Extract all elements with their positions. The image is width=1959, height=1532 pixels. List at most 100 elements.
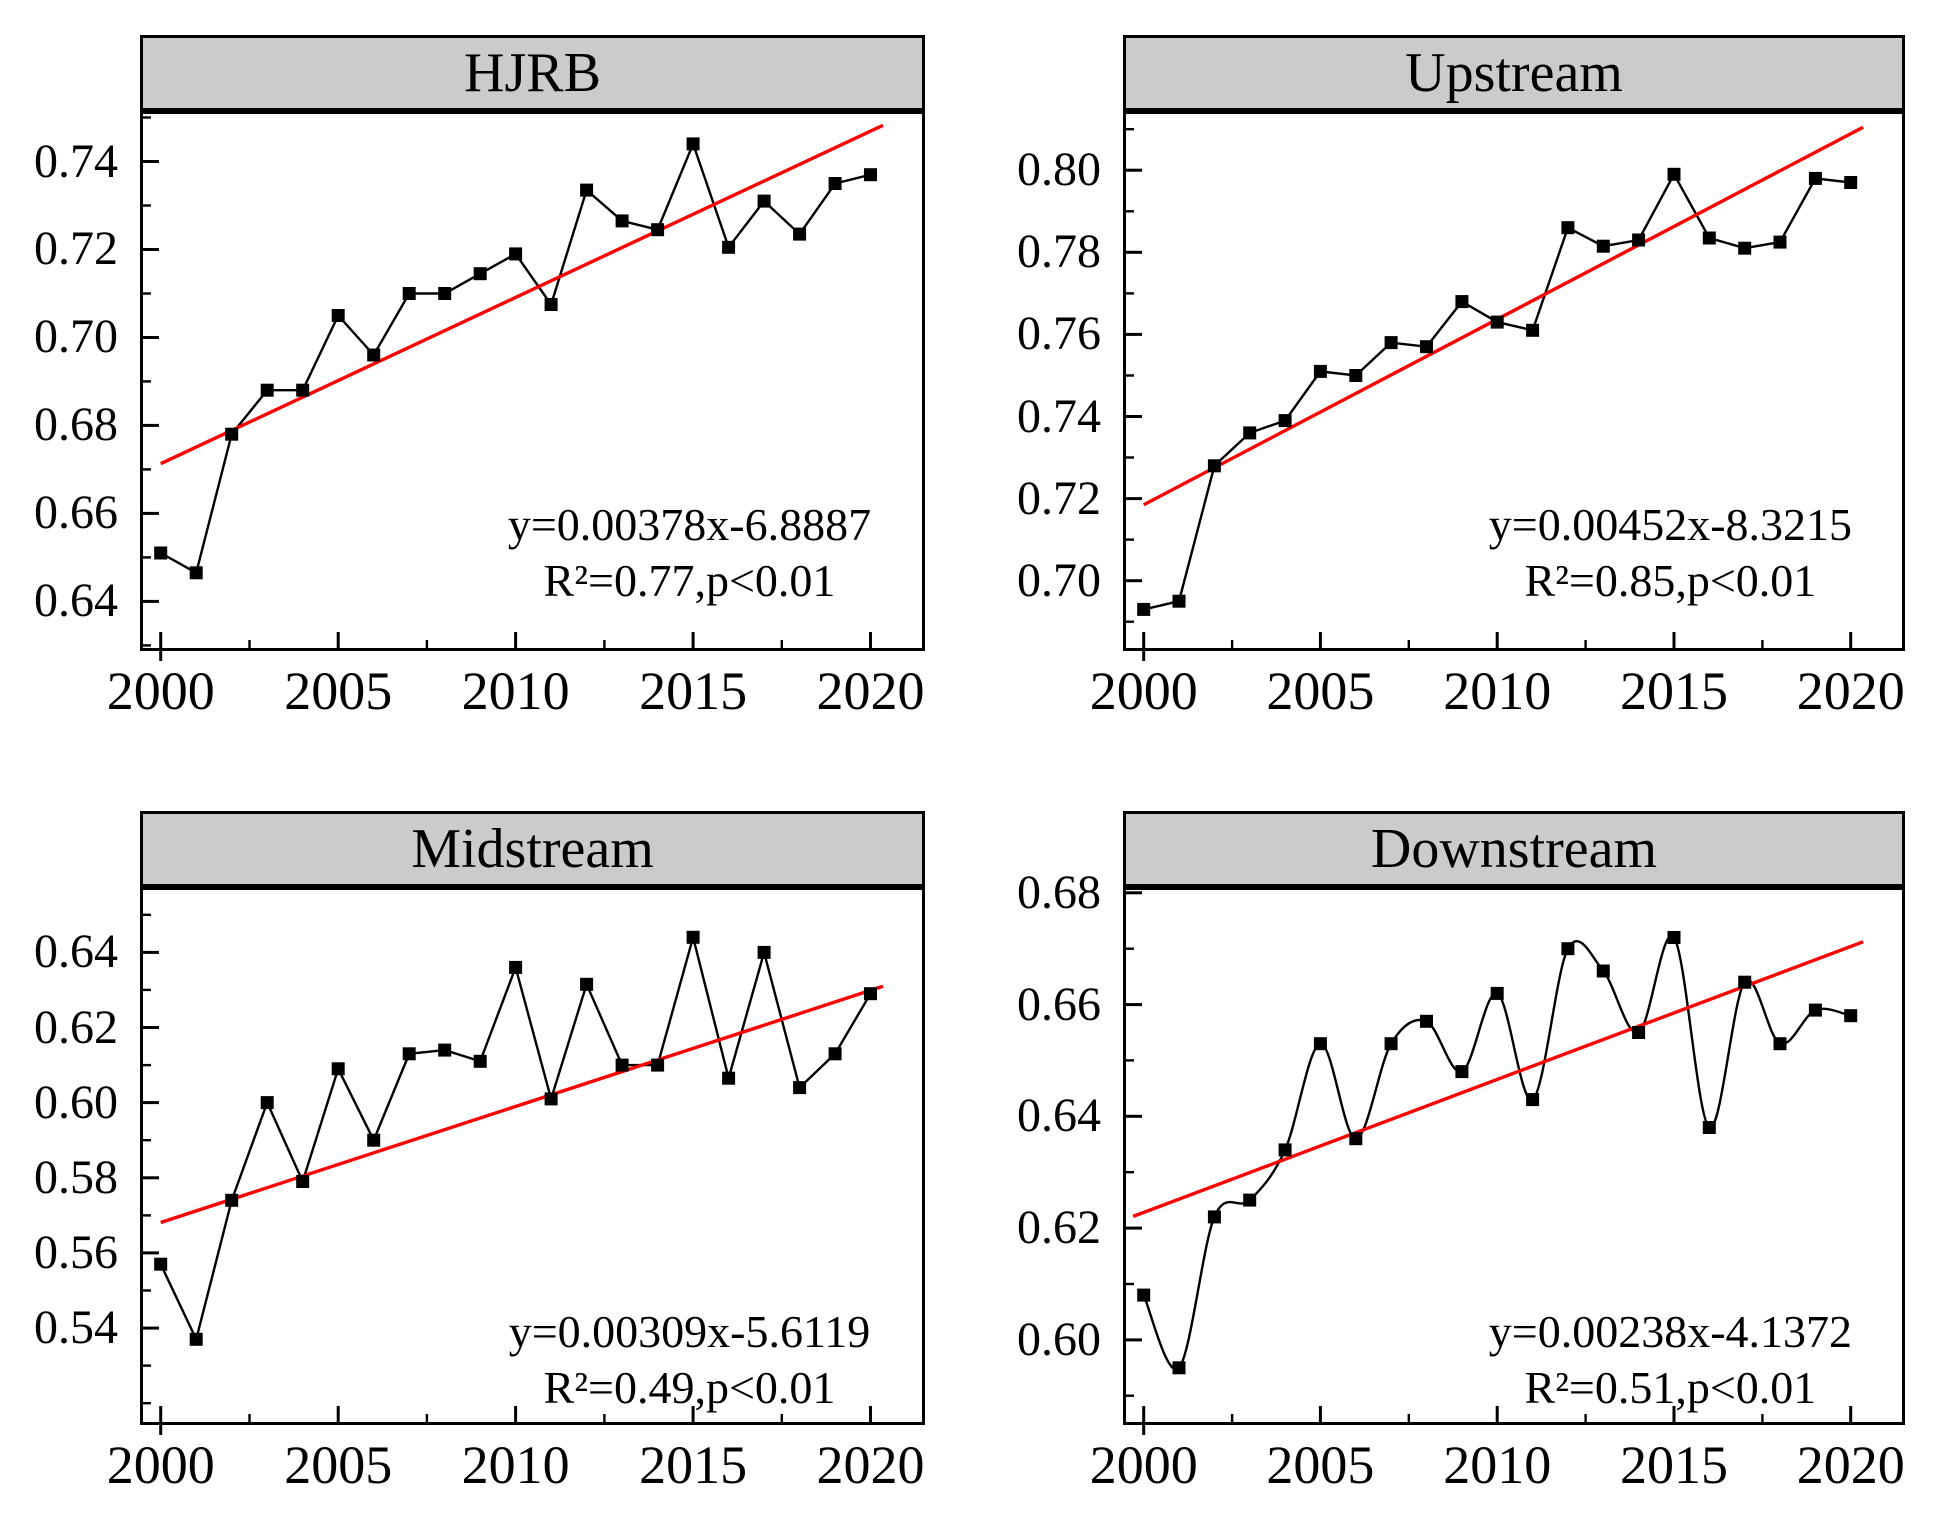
r2-text: R²=0.85,p<0.01 [1524, 555, 1817, 607]
data-point-marker [651, 1058, 665, 1072]
x-tick-label: 2020 [816, 1435, 925, 1495]
x-tick-label: 2010 [1443, 1435, 1552, 1495]
data-point-marker [1137, 602, 1151, 616]
data-point-marker [473, 267, 487, 281]
trend-line [159, 123, 884, 466]
data-point-marker [1526, 1093, 1540, 1107]
data-point-marker [1243, 426, 1257, 440]
x-tick-label: 2015 [1620, 661, 1728, 721]
data-point-marker [296, 383, 310, 397]
y-tick-label: 0.68 [1017, 865, 1101, 919]
r2-text: R²=0.51,p<0.01 [1524, 1362, 1817, 1414]
data-point-marker [793, 1081, 807, 1095]
x-tick-label: 2010 [461, 1435, 570, 1495]
series-line [159, 932, 872, 1343]
data-point-marker [1137, 1288, 1151, 1302]
panel-title-midstream: Midstream [411, 818, 654, 880]
data-point-marker [864, 987, 877, 1001]
data-point-marker [1349, 1132, 1363, 1146]
data-point-marker [686, 137, 700, 151]
data-point-marker [1455, 1065, 1469, 1079]
x-tick-label: 2015 [639, 661, 748, 721]
y-tick-label: 0.64 [34, 574, 118, 628]
y-tick-label: 0.68 [34, 398, 118, 452]
data-point-marker [1632, 233, 1646, 247]
data-point-marker [793, 227, 807, 241]
r2-text: R²=0.49,p<0.01 [543, 1362, 836, 1414]
data-point-marker [1384, 336, 1398, 350]
data-point-marker [1455, 295, 1469, 309]
x-tick-label: 2005 [1266, 1435, 1375, 1495]
data-point-marker [438, 287, 452, 300]
data-point-marker [544, 1092, 558, 1106]
data-point-marker [1172, 594, 1186, 608]
x-tick-label: 2000 [106, 661, 215, 721]
data-point-marker [615, 214, 629, 228]
x-tick-label: 2005 [284, 661, 393, 721]
plot-area-hjrb [140, 111, 925, 661]
data-point-marker [154, 1257, 168, 1271]
y-tick-label: 0.56 [34, 1225, 118, 1279]
data-point-marker [1526, 323, 1540, 337]
data-point-marker [1207, 1210, 1221, 1224]
data-point-marker [331, 309, 345, 322]
trend-line [160, 984, 884, 1225]
x-tick-label: 2010 [1443, 661, 1552, 721]
panel-header-midstream: Midstream [140, 811, 925, 887]
data-point-marker [1278, 414, 1292, 428]
plot-area-downstream [1123, 887, 1905, 1435]
y-tick-label: 0.64 [1017, 1089, 1101, 1143]
chart-svg-midstream [143, 913, 884, 1435]
data-point-marker [1278, 1143, 1292, 1157]
data-point-marker [1596, 964, 1610, 978]
chart-svg-downstream [1126, 891, 1864, 1435]
y-tick-label: 0.64 [34, 925, 118, 979]
data-point-marker [1596, 239, 1610, 253]
chart-svg-upstream [1126, 125, 1864, 661]
x-tick-label: 2005 [1266, 661, 1375, 721]
equation-text: y=0.00309x-5.6119 [508, 1305, 871, 1357]
y-tick-label: 0.74 [34, 134, 118, 188]
data-point-marker [828, 1047, 842, 1061]
data-point-marker [686, 930, 700, 944]
data-point-marker [1738, 975, 1752, 989]
data-point-marker [757, 194, 771, 208]
y-tick-label: 0.58 [34, 1150, 118, 1204]
data-point-marker [580, 977, 594, 991]
data-point-marker [1667, 167, 1681, 181]
equation-block-upstream: y=0.00452x-8.3215 R²=0.85,p<0.01 [1451, 497, 1889, 609]
data-point-marker [1313, 364, 1327, 378]
r2-text: R²=0.77,p<0.01 [543, 555, 836, 607]
data-point-marker [260, 383, 274, 397]
data-point-marker [1561, 942, 1575, 956]
data-point-marker [544, 298, 558, 311]
data-point-marker [1702, 231, 1716, 245]
data-point-marker [509, 960, 523, 974]
data-point-marker [1490, 986, 1504, 1000]
data-point-marker [1313, 1037, 1327, 1051]
data-point-marker [1243, 1193, 1257, 1207]
y-tick-label: 0.72 [34, 222, 118, 276]
plot-area-midstream [140, 887, 925, 1435]
y-tick-label: 0.76 [1017, 307, 1101, 361]
plot-area-upstream [1123, 111, 1905, 661]
panel-header-upstream: Upstream [1123, 35, 1905, 111]
x-tick-label: 2015 [639, 1435, 748, 1495]
panel-title-hjrb: HJRB [464, 42, 601, 104]
y-tick-label: 0.72 [1017, 471, 1101, 525]
data-point-marker [828, 177, 842, 190]
x-tick-label: 2020 [816, 661, 925, 721]
data-point-marker [1773, 1037, 1787, 1051]
data-point-marker [260, 1096, 274, 1110]
equation-block-downstream: y=0.00238x-4.1372 R²=0.51,p<0.01 [1451, 1304, 1889, 1416]
data-point-marker [1490, 315, 1504, 329]
y-tick-label: 0.62 [34, 1000, 118, 1054]
data-point-marker [1808, 171, 1822, 185]
data-point-marker [225, 427, 239, 441]
data-point-marker [1844, 1009, 1858, 1023]
y-tick-label: 0.70 [34, 310, 118, 364]
series-line [1142, 934, 1851, 1371]
panel-title-upstream: Upstream [1405, 42, 1623, 104]
data-point-marker [331, 1062, 345, 1076]
